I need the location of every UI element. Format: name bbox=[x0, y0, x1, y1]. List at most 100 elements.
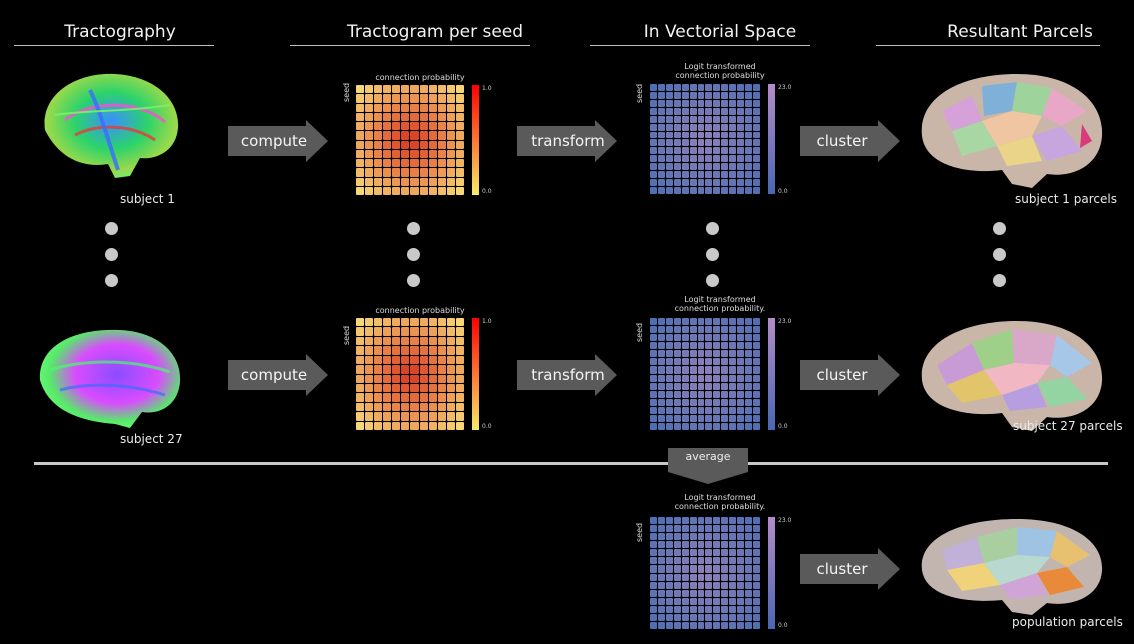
matrix-cell bbox=[356, 122, 365, 131]
matrix-cell bbox=[383, 94, 392, 103]
matrix-cell bbox=[745, 549, 753, 557]
matrix-cell bbox=[383, 412, 392, 421]
matrix-cell bbox=[673, 390, 681, 398]
matrix-cell bbox=[383, 103, 392, 112]
matrix-cell bbox=[401, 159, 410, 168]
matrix-cell bbox=[673, 187, 681, 194]
matrix-cell bbox=[705, 589, 713, 597]
matrix-cell bbox=[410, 122, 419, 131]
matrix-cell bbox=[665, 155, 673, 163]
matrix-cell bbox=[419, 346, 428, 355]
logit-title-1-line-a: Logit transformed bbox=[684, 62, 756, 71]
matrix-cell bbox=[705, 179, 713, 187]
matrix-cell bbox=[705, 605, 713, 613]
matrix-cell bbox=[446, 346, 455, 355]
matrix-cell bbox=[753, 171, 760, 179]
matrix-cell bbox=[365, 402, 374, 412]
matrix-cell bbox=[383, 122, 392, 131]
matrix-cell bbox=[705, 621, 713, 629]
matrix-cell bbox=[428, 402, 437, 412]
matrix-cell bbox=[705, 382, 713, 390]
matrix-cell bbox=[705, 84, 713, 91]
matrix-cell bbox=[419, 393, 428, 402]
matrix-cell bbox=[446, 177, 455, 186]
ellipsis-dot-4c bbox=[993, 274, 1006, 287]
matrix-cell bbox=[657, 155, 665, 163]
matrix-cell bbox=[737, 115, 745, 123]
matrix-cell bbox=[657, 549, 665, 557]
matrix-cell bbox=[650, 525, 657, 533]
matrix-cell bbox=[721, 131, 729, 139]
matrix-cell bbox=[713, 187, 721, 194]
matrix-cell bbox=[374, 112, 383, 121]
matrix-cell bbox=[401, 383, 410, 393]
matrix-cell bbox=[401, 412, 410, 421]
matrix-cell bbox=[745, 147, 753, 155]
matrix-cell bbox=[705, 107, 713, 115]
matrix-cell bbox=[721, 422, 729, 430]
matrix-cell bbox=[737, 605, 745, 613]
matrix-cell bbox=[401, 122, 410, 131]
matrix-cell bbox=[713, 597, 721, 605]
matrix-cell bbox=[713, 342, 721, 350]
matrix-cell bbox=[428, 355, 437, 365]
matrix-cell bbox=[729, 358, 737, 366]
matrix-cell bbox=[753, 525, 760, 533]
parcel-brain-27 bbox=[921, 321, 1103, 431]
matrix-cell bbox=[697, 414, 705, 422]
matrix-cell bbox=[673, 179, 681, 187]
matrix-cell bbox=[446, 94, 455, 103]
matrix-cell bbox=[657, 99, 665, 107]
matrix-cell bbox=[650, 187, 657, 194]
matrix-cell bbox=[737, 597, 745, 605]
matrix-cell bbox=[729, 179, 737, 187]
matrix-cell bbox=[681, 573, 689, 581]
matrix-cell bbox=[437, 346, 446, 355]
matrix-cell bbox=[681, 581, 689, 589]
logit-cbar-max-1: 23.0 bbox=[778, 84, 792, 91]
matrix-cell bbox=[455, 393, 464, 402]
seed-label-1: seed bbox=[342, 82, 351, 102]
matrix-cell bbox=[383, 168, 392, 177]
matrix-cell bbox=[410, 85, 419, 94]
matrix-cell bbox=[673, 597, 681, 605]
matrix-cell bbox=[401, 402, 410, 412]
cluster-arrow-3 bbox=[800, 548, 900, 590]
matrix-cell bbox=[673, 621, 681, 629]
matrix-cell bbox=[650, 334, 657, 342]
matrix-cell bbox=[721, 605, 729, 613]
matrix-cell bbox=[401, 168, 410, 177]
logit-matrix-1 bbox=[650, 84, 760, 194]
matrix-cell bbox=[697, 155, 705, 163]
matrix-cell bbox=[697, 131, 705, 139]
matrix-cell bbox=[392, 186, 401, 195]
matrix-cell bbox=[657, 605, 665, 613]
matrix-cell bbox=[657, 613, 665, 621]
matrix-cell bbox=[446, 103, 455, 112]
matrix-cell bbox=[428, 85, 437, 94]
matrix-cell bbox=[737, 422, 745, 430]
matrix-cell bbox=[697, 187, 705, 194]
matrix-cell bbox=[721, 557, 729, 565]
matrix-cell bbox=[392, 402, 401, 412]
matrix-cell bbox=[437, 131, 446, 140]
average-arrow bbox=[668, 448, 748, 484]
matrix-cell bbox=[392, 159, 401, 168]
matrix-cell bbox=[437, 318, 446, 327]
matrix-cell bbox=[455, 365, 464, 374]
matrix-cell bbox=[737, 342, 745, 350]
matrix-cell bbox=[374, 103, 383, 112]
matrix-cell bbox=[713, 557, 721, 565]
matrix-cell bbox=[455, 131, 464, 140]
matrix-cell bbox=[410, 103, 419, 112]
matrix-cell bbox=[753, 422, 760, 430]
matrix-cell bbox=[681, 597, 689, 605]
matrix-cell bbox=[745, 517, 753, 525]
matrix-cell bbox=[383, 159, 392, 168]
matrix-cell bbox=[753, 541, 760, 549]
matrix-cell bbox=[356, 112, 365, 121]
matrix-cell bbox=[673, 342, 681, 350]
matrix-cell bbox=[697, 350, 705, 358]
matrix-cell bbox=[665, 374, 673, 382]
matrix-cell bbox=[745, 326, 753, 334]
